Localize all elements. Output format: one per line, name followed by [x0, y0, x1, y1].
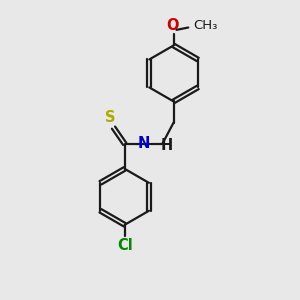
Text: O: O	[167, 18, 179, 33]
Text: Cl: Cl	[117, 238, 133, 253]
Text: CH₃: CH₃	[193, 19, 218, 32]
Text: H: H	[160, 138, 173, 153]
Text: N: N	[138, 136, 150, 151]
Text: S: S	[105, 110, 115, 125]
